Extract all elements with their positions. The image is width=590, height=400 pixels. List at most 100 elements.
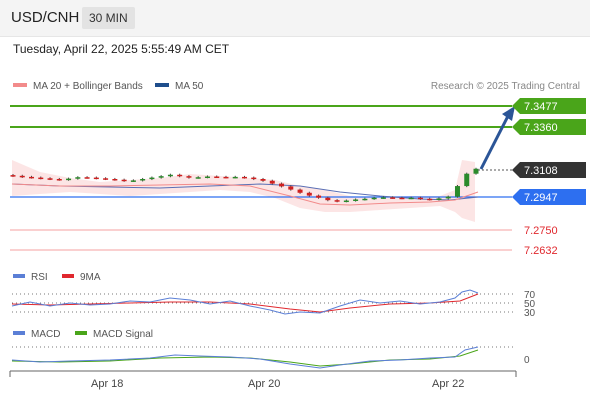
legend-macd: MACD: [13, 329, 60, 340]
legend-9ma: 9MA: [62, 272, 101, 283]
candle-body: [445, 196, 451, 199]
candle-body: [195, 177, 201, 179]
candle-body: [167, 174, 173, 177]
price-label-resistance-2: 7.3477: [512, 98, 586, 114]
timeframe-button[interactable]: 30 MIN: [82, 7, 135, 29]
candle-body: [214, 176, 220, 179]
candle-body: [19, 175, 25, 178]
price-label-last: 7.3108: [512, 162, 586, 178]
candle-body: [112, 179, 118, 181]
candle-body: [279, 183, 285, 187]
candle-body: [75, 177, 81, 179]
svg-text:7.3477: 7.3477: [524, 101, 558, 113]
candle-body: [158, 176, 164, 178]
candle-body: [186, 176, 192, 178]
svg-text:7.3360: 7.3360: [524, 122, 558, 134]
candle-body: [140, 179, 146, 181]
candle-body: [473, 168, 479, 174]
candle-body: [380, 197, 386, 199]
target-arrow-head: [502, 106, 515, 121]
candle-body: [334, 200, 340, 202]
svg-text:7.2947: 7.2947: [524, 192, 558, 204]
bollinger-band: [12, 160, 475, 222]
legend-macd-signal-label: MACD Signal: [93, 329, 154, 340]
candle-body: [306, 192, 312, 196]
price-label-support-2: 7.2632: [524, 245, 558, 257]
x-tick-label-apr22: Apr 22: [432, 378, 464, 390]
rsi-level-70-label: 70: [524, 290, 536, 301]
candle-body: [232, 176, 238, 179]
macd-line: [11, 346, 479, 369]
rsi-swatch: [13, 274, 25, 279]
legend-ma50: MA 50: [155, 81, 203, 92]
candle-body: [464, 173, 470, 187]
candle-body: [353, 199, 359, 201]
candle-body: [325, 197, 331, 201]
legend-ma50-label: MA 50: [175, 81, 204, 92]
candle-body: [177, 174, 183, 177]
x-tick-label-apr20: Apr 20: [248, 378, 280, 390]
target-arrow-shaft: [479, 115, 510, 170]
macd-signal-swatch: [75, 331, 87, 336]
candle-body: [93, 177, 99, 180]
candle-body: [371, 197, 377, 200]
bollinger-swatch: [13, 83, 27, 88]
legend-bollinger-label: MA 20 + Bollinger Bands: [33, 81, 143, 92]
candle-body: [103, 178, 109, 180]
ma20-line: [11, 183, 479, 206]
candle-body: [417, 197, 423, 200]
candle-body: [399, 197, 405, 200]
candle-body: [390, 197, 396, 199]
candle-body: [121, 179, 127, 182]
candle-body: [362, 198, 368, 201]
legend-macd-signal: MACD Signal: [75, 329, 153, 340]
legend-bollinger: MA 20 + Bollinger Bands: [13, 81, 143, 92]
candle-body: [223, 176, 229, 179]
candle-body: [454, 186, 460, 197]
svg-text:7.3108: 7.3108: [524, 165, 558, 177]
candle-body: [260, 179, 266, 181]
legend-9ma-label: 9MA: [80, 272, 101, 283]
candle-body: [343, 200, 349, 203]
ma50-swatch: [155, 83, 169, 88]
candle-body: [47, 178, 53, 180]
chart-header: USD/CNH 30 MIN: [0, 0, 590, 37]
candle-body: [408, 197, 414, 200]
symbol-label: USD/CNH: [11, 9, 80, 26]
price-label-pivot: 7.2947: [512, 189, 586, 205]
candle-body: [436, 198, 442, 200]
timestamp-label: Tuesday, April 22, 2025 5:55:49 AM CET: [13, 42, 230, 56]
rsi-level-30-label: 30: [524, 308, 536, 319]
macd-swatch: [13, 331, 25, 336]
legend-macd-label: MACD: [31, 329, 61, 340]
price-label-support-1: 7.2750: [524, 225, 558, 237]
rsi-level-50-label: 50: [524, 299, 536, 310]
candle-body: [251, 177, 257, 180]
rsi-line: [11, 289, 479, 315]
candles-group: [10, 167, 479, 203]
candle-body: [66, 178, 72, 181]
macd-signal-line: [11, 349, 479, 367]
candle-body: [84, 177, 90, 179]
candle-body: [316, 195, 322, 198]
candle-body: [29, 176, 35, 179]
candle-body: [288, 186, 294, 190]
candle-body: [204, 176, 210, 179]
candle-body: [427, 198, 433, 201]
9ma-swatch: [62, 274, 74, 279]
candle-body: [56, 179, 62, 181]
candle-body: [269, 180, 275, 184]
macd-zero-label: 0: [524, 355, 530, 366]
x-tick-label-apr18: Apr 18: [91, 378, 123, 390]
candle-body: [297, 189, 303, 193]
candle-body: [130, 180, 136, 182]
legend-rsi-label: RSI: [31, 272, 48, 283]
price-label-resistance-1: 7.3360: [512, 119, 586, 135]
credit-text: Research © 2025 Trading Central: [430, 81, 580, 92]
candle-body: [242, 176, 247, 179]
candle-body: [10, 175, 16, 177]
legend-rsi: RSI: [13, 272, 48, 283]
candle-body: [38, 177, 44, 180]
candle-body: [149, 177, 155, 180]
